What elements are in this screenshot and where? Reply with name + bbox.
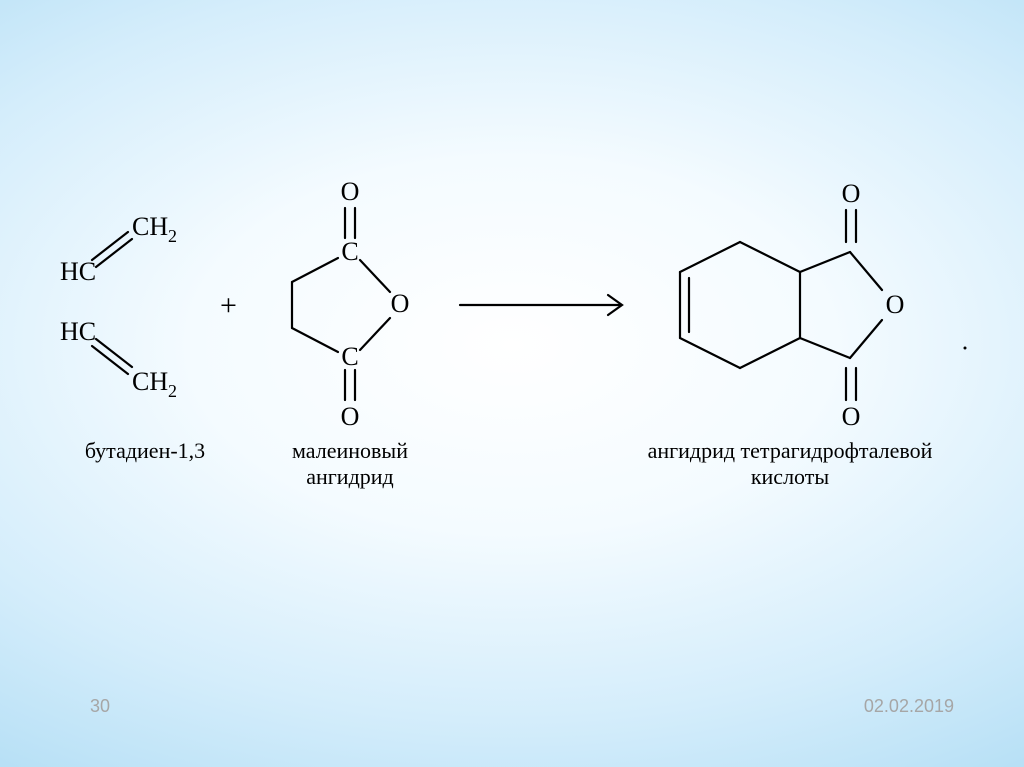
reaction-arrow: [460, 295, 622, 315]
atom-ch2-bottom-sub: 2: [168, 381, 177, 401]
atom-ch2-top-sub: 2: [168, 226, 177, 246]
slide-date: 02.02.2019: [864, 696, 954, 717]
product-structure: O O O: [680, 180, 904, 431]
plus-sign: +: [220, 289, 237, 322]
atom-o-bottom: O: [341, 402, 360, 431]
maleic-label: малеиновый ангидрид: [255, 438, 445, 490]
product-o-bottom: O: [842, 402, 861, 431]
maleic-anhydride-structure: O C C O: [292, 180, 409, 431]
atom-ch2-top: CH: [132, 212, 168, 241]
product-o-top: O: [842, 180, 861, 208]
butadiene-label: бутадиен-1,3: [50, 438, 240, 464]
slide-number: 30: [90, 696, 110, 717]
atom-ch2-bottom: CH: [132, 367, 168, 396]
atom-c-top: C: [341, 237, 358, 266]
butadiene-structure: CH 2 HC HC CH 2: [60, 212, 177, 401]
atom-o-top: O: [341, 180, 360, 206]
slide: CH 2 HC HC CH 2: [0, 0, 1024, 767]
product-label: ангидрид тетрагидрофталевой кислоты: [630, 438, 950, 490]
product-o-bridge: O: [886, 290, 905, 319]
atom-o-bridge: O: [391, 289, 410, 318]
atom-hc-bottom: HC: [60, 317, 96, 346]
period-dot: [964, 347, 967, 350]
reaction-scheme: CH 2 HC HC CH 2: [60, 180, 980, 520]
atom-c-bottom: C: [341, 342, 358, 371]
atom-hc-top: HC: [60, 257, 96, 286]
